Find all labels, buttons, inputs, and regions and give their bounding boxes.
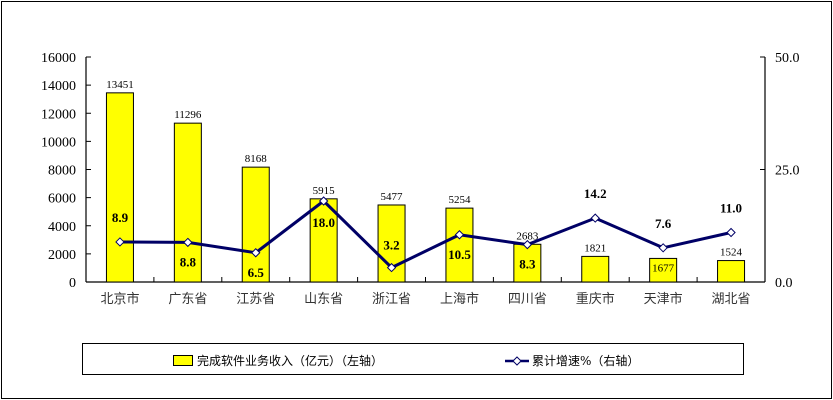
- category-label: 广东省: [168, 292, 207, 307]
- growth-value-label: 8.3: [519, 257, 536, 272]
- left-tick-label: 8000: [48, 164, 76, 179]
- legend-item-growth: 累计增速%（右轴）: [505, 352, 639, 369]
- line-marker: [183, 237, 193, 248]
- growth-value-label: 7.6: [655, 216, 672, 231]
- category-label: 北京市: [100, 291, 139, 307]
- right-tick-label: 25.0: [775, 164, 800, 179]
- left-tick-label: 16000: [41, 51, 76, 66]
- line-marker: [454, 230, 465, 240]
- category-label: 山东省: [304, 292, 343, 307]
- category-label: 重庆市: [576, 291, 615, 307]
- category-label: 天津市: [644, 291, 683, 307]
- bar-value-label: 1524: [720, 247, 743, 259]
- category-label: 四川省: [508, 292, 547, 307]
- left-tick-label: 2000: [48, 248, 76, 263]
- line-marker: [318, 196, 329, 206]
- bar-value-label: 8168: [245, 153, 268, 165]
- left-tick-label: 10000: [41, 135, 76, 150]
- right-tick-label: 50.0: [775, 51, 800, 66]
- line-marker: [726, 227, 736, 238]
- legend-label-revenue: 完成软件业务收入（亿元）（左轴）: [197, 354, 384, 368]
- growth-value-label: 3.2: [383, 238, 399, 253]
- line-marker: [522, 239, 533, 250]
- category-label: 江苏省: [236, 291, 275, 307]
- bar: [173, 122, 202, 283]
- growth-value-label: 18.0: [312, 215, 335, 230]
- bar: [241, 166, 270, 283]
- line-marker: [115, 237, 125, 247]
- bar: [445, 207, 474, 283]
- legend-item-revenue: 完成软件业务收入（亿元）（左轴）: [173, 352, 383, 369]
- left-tick-label: 12000: [41, 107, 76, 122]
- bar-value-label: 11296: [174, 109, 202, 121]
- bar-value-label: 5477: [381, 191, 404, 203]
- growth-line: [119, 199, 732, 270]
- left-tick-label: 4000: [48, 220, 76, 235]
- bar: [717, 260, 746, 283]
- growth-value-label: 8.9: [112, 210, 129, 225]
- bar-value-label: 5915: [313, 185, 336, 197]
- growth-value-label: 14.2: [584, 186, 607, 201]
- bar-value-label: 13451: [106, 79, 134, 91]
- bar-value-label: 1677: [652, 262, 675, 274]
- bar-swatch-icon: [173, 355, 193, 366]
- legend: 完成软件业务收入（亿元）（左轴） 累计增速%（右轴）: [82, 343, 744, 375]
- right-tick-label: 0.0: [775, 276, 793, 291]
- line-marker: [251, 248, 261, 258]
- category-label: 浙江省: [372, 292, 411, 307]
- category-label: 湖北省: [712, 292, 751, 307]
- line-marker: [386, 262, 397, 273]
- bar: [581, 255, 610, 283]
- growth-value-label: 8.8: [180, 254, 197, 269]
- bar-value-label: 1821: [584, 242, 606, 254]
- line-marker-icon: [505, 355, 529, 367]
- bar: [105, 92, 134, 283]
- bar: [649, 257, 678, 283]
- line-marker: [658, 243, 668, 253]
- bar-value-label: 5254: [448, 194, 471, 206]
- category-label: 上海市: [440, 291, 479, 307]
- legend-label-growth: 累计增速%（右轴）: [532, 354, 640, 368]
- bar: [513, 243, 542, 283]
- growth-value-label: 10.5: [448, 247, 471, 262]
- growth-value-label: 6.5: [248, 265, 265, 280]
- bar-value-label: 2683: [516, 230, 539, 242]
- line-marker: [590, 213, 600, 223]
- growth-value-label: 11.0: [720, 201, 742, 216]
- left-tick-label: 0: [69, 276, 76, 291]
- left-tick-label: 14000: [41, 79, 76, 94]
- left-tick-label: 6000: [48, 192, 76, 207]
